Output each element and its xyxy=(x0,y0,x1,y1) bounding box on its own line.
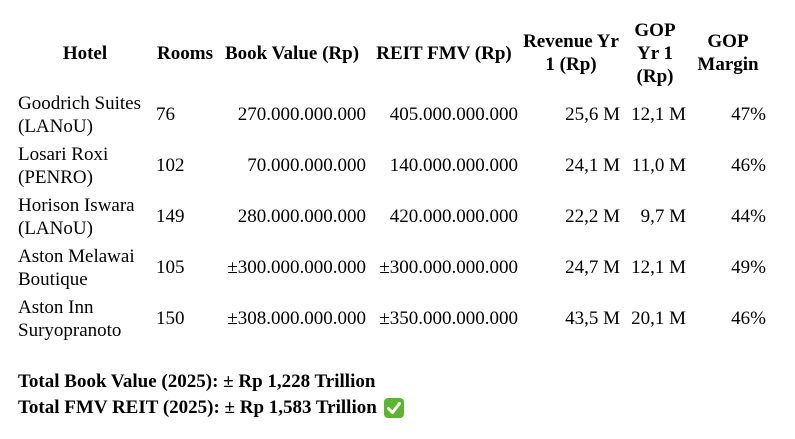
total-fmv: Total FMV REIT (2025): ± Rp 1,583 Trilli… xyxy=(18,397,377,418)
cell: 270.000.000.000 xyxy=(237,104,366,125)
cell: 280.000.000.000 xyxy=(237,206,366,227)
cell: 44% xyxy=(731,206,766,227)
cell: ±300.000.000.000 xyxy=(227,257,366,278)
hotel-table: Hotel Rooms Book Value (Rp) REIT FMV (Rp) Re… xyxy=(16,17,768,344)
cell: ±350.000.000.000 xyxy=(379,308,518,329)
cell: 46% xyxy=(731,308,766,329)
total-line: Total FMV REIT (2025): ± Rp 1,583 Trilli… xyxy=(18,395,405,421)
cell: 140.000.000.000 xyxy=(389,155,518,176)
cell: 70.000.000.000 xyxy=(247,155,366,176)
cell: 12,1 M xyxy=(631,257,686,278)
check-icon xyxy=(383,398,404,418)
cell: 150 xyxy=(156,308,185,329)
check-mark xyxy=(386,402,401,414)
cell: 12,1 M xyxy=(631,104,686,125)
header-cell: GOP Yr 1 (Rp) xyxy=(634,19,676,87)
total-book-value: Total Book Value (2025): ± Rp 1,228 Tril… xyxy=(18,371,376,392)
cell: 11,0 M xyxy=(631,155,686,176)
hotel-name: Losari Roxi (PENRO) xyxy=(18,143,109,188)
cell: 46% xyxy=(731,155,766,176)
cell: 22,2 M xyxy=(565,206,620,227)
header-cell: GOP Margin xyxy=(697,31,759,75)
table-row: Losari Roxi (PENRO) 102 70.000.000.000 140.… xyxy=(16,140,768,191)
cell: 76 xyxy=(156,104,175,125)
cell: 149 xyxy=(156,206,185,227)
cell: 24,1 M xyxy=(565,155,620,176)
header-row: Hotel Rooms Book Value (Rp) REIT FMV (Rp) Re… xyxy=(16,17,768,89)
cell: ±308.000.000.000 xyxy=(227,308,366,329)
header-cell: Book Value (Rp) xyxy=(224,42,360,64)
cell: 9,7 M xyxy=(640,206,686,227)
cell: 405.000.000.000 xyxy=(389,104,518,125)
cell: 102 xyxy=(156,155,185,176)
hotel-name: Goodrich Suites (LANoU) xyxy=(18,92,141,137)
table-row: Aston Melawai Boutique 105 ±300.000.000.00… xyxy=(16,242,768,293)
total-line: Total Book Value (2025): ± Rp 1,228 Tril… xyxy=(18,369,405,395)
header-cell: REIT FMV (Rp) xyxy=(376,42,512,64)
hotel-name: Aston Inn Suryopranoto xyxy=(18,296,122,341)
cell: ±300.000.000.000 xyxy=(379,257,518,278)
cell: 24,7 M xyxy=(565,257,620,278)
cell: 49% xyxy=(731,257,766,278)
header-cell: Hotel xyxy=(62,42,108,64)
cell: 20,1 M xyxy=(631,308,686,329)
hotel-name: Horison Iswara (LANoU) xyxy=(18,194,135,239)
cell: 43,5 M xyxy=(565,308,620,329)
table-header: Hotel Rooms Book Value (Rp) REIT FMV (Rp) Re… xyxy=(16,17,768,89)
header-cell: Rooms xyxy=(157,42,213,64)
cell: 105 xyxy=(156,257,185,278)
table-row: Aston Inn Suryopranoto 150 ±308.000.000.00… xyxy=(16,293,768,344)
cell: 25,6 M xyxy=(565,104,620,125)
cell: 47% xyxy=(731,104,766,125)
table-row: Horison Iswara (LANoU) 149 280.000.000.000… xyxy=(16,191,768,242)
check-box xyxy=(383,398,404,418)
hotel-name: Aston Melawai Boutique xyxy=(18,245,135,290)
table-body: Goodrich Suites (LANoU) 76 270.000.000.000… xyxy=(16,89,768,344)
cell: 420.000.000.000 xyxy=(389,206,518,227)
totals: Total Book Value (2025): ± Rp 1,228 Tril… xyxy=(18,369,405,421)
header-cell: Revenue Yr 1 (Rp) xyxy=(523,31,619,75)
table-row: Goodrich Suites (LANoU) 76 270.000.000.000… xyxy=(16,89,768,140)
